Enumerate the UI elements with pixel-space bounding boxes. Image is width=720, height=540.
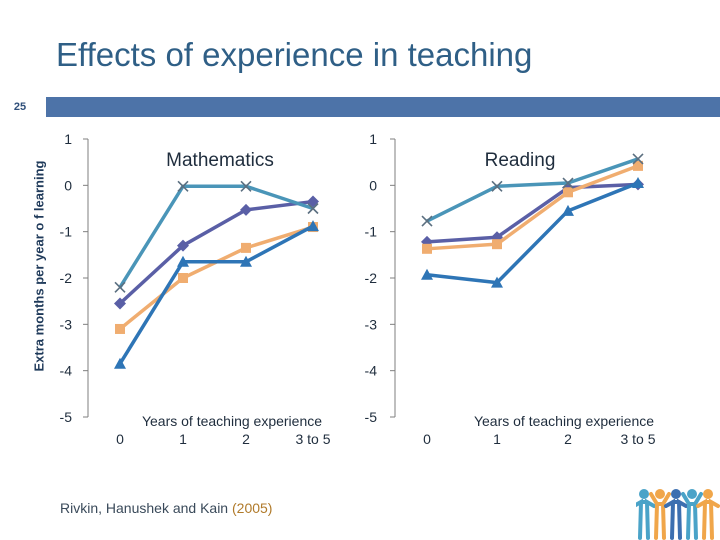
series-line (118, 199, 314, 305)
data-point (240, 255, 252, 267)
y-tick-label: -1 (60, 224, 73, 240)
y-tick-label: -2 (60, 270, 73, 286)
citation-year: (2005) (232, 500, 273, 516)
data-point (241, 242, 251, 253)
series-line (118, 224, 314, 365)
data-point (114, 357, 126, 369)
y-tick-label: -4 (60, 363, 73, 379)
data-point (633, 160, 643, 171)
data-point (562, 204, 574, 216)
y-tick-label: -4 (365, 363, 378, 379)
data-point (240, 180, 252, 192)
x-tick-label: 2 (564, 431, 572, 447)
slide-title: Effects of experience in teaching (56, 36, 533, 73)
x-tick-label: 1 (179, 431, 187, 447)
x-tick-label: 3 to 5 (295, 431, 330, 447)
chart-title: Mathematics (166, 150, 274, 171)
people-group-icon (636, 489, 720, 540)
citation-authors: Rivkin, Hanushek and Kain (60, 500, 229, 516)
data-point (421, 215, 433, 227)
data-point (632, 153, 644, 165)
y-tick-label: 0 (64, 177, 72, 193)
x-axis-title: Years of teaching experience (142, 413, 322, 429)
header-bar (46, 97, 720, 117)
person-figure (636, 489, 656, 540)
chart-title: Reading (485, 150, 556, 171)
person-figure (696, 489, 720, 540)
data-point (240, 203, 252, 216)
person-figure (681, 489, 703, 540)
slide-number: 25 (13, 101, 27, 113)
y-tick-label: -5 (60, 409, 73, 425)
data-point (492, 239, 502, 250)
x-tick-label: 2 (242, 431, 250, 447)
data-point (177, 239, 189, 252)
data-point (307, 202, 319, 215)
data-point (491, 180, 503, 192)
data-point (421, 268, 433, 280)
y-tick-label: -1 (365, 224, 378, 240)
x-axis-title: Years of teaching experience (474, 413, 654, 429)
y-tick-label: -2 (365, 270, 378, 286)
data-point (177, 180, 189, 192)
series-line (426, 164, 639, 251)
data-point (178, 273, 188, 283)
series-line (426, 182, 639, 244)
person-figure (649, 489, 671, 540)
x-tick-label: 0 (116, 431, 124, 447)
data-point (563, 187, 573, 198)
x-tick-label: 3 to 5 (620, 431, 655, 447)
series-line (118, 184, 314, 289)
data-point (422, 243, 432, 254)
x-tick-label: 0 (423, 431, 431, 447)
y-tick-label: -3 (365, 316, 378, 332)
x-tick-label: 1 (493, 431, 501, 447)
citation: Rivkin, Hanushek and Kain (2005) (60, 500, 272, 516)
data-point (115, 323, 125, 334)
data-point (562, 177, 574, 189)
y-tick-label: -5 (365, 409, 378, 425)
series-line (426, 157, 639, 223)
data-point (491, 276, 503, 288)
y-tick-label: -3 (60, 316, 73, 332)
data-point (114, 297, 126, 310)
y-tick-label: 0 (369, 177, 377, 193)
data-point (632, 177, 644, 189)
person-figure (664, 489, 688, 540)
data-point (114, 281, 126, 293)
y-tick-label: 1 (369, 131, 377, 147)
y-tick-label: 1 (64, 131, 72, 147)
series-line (426, 181, 639, 285)
data-point (307, 220, 319, 232)
data-point (177, 255, 189, 267)
